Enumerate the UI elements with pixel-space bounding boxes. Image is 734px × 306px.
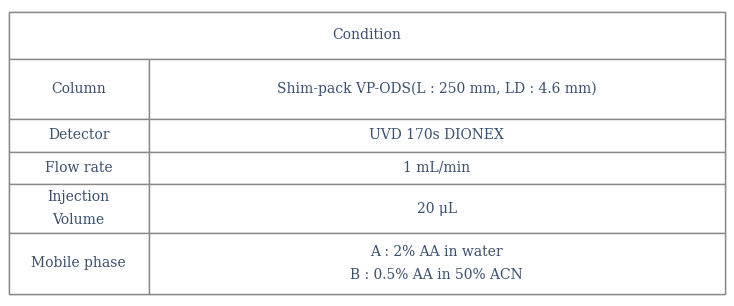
Bar <box>148 233 725 294</box>
Text: 1 mL/min: 1 mL/min <box>403 161 470 175</box>
Bar <box>148 119 725 151</box>
Text: Injection
Volume: Injection Volume <box>48 190 109 227</box>
Bar <box>148 184 725 233</box>
Text: UVD 170s DIONEX: UVD 170s DIONEX <box>369 129 504 142</box>
Bar <box>9 151 148 184</box>
Text: A : 2% AA in water
B : 0.5% AA in 50% ACN: A : 2% AA in water B : 0.5% AA in 50% AC… <box>350 245 523 282</box>
Bar <box>148 151 725 184</box>
Text: Detector: Detector <box>48 129 109 142</box>
Text: Condition: Condition <box>333 28 401 43</box>
Text: Shim-pack VP-ODS(L : 250 mm, LD : 4.6 mm): Shim-pack VP-ODS(L : 250 mm, LD : 4.6 mm… <box>277 82 597 96</box>
Bar <box>9 119 148 151</box>
Text: Column: Column <box>51 82 106 96</box>
Bar <box>9 59 148 119</box>
Text: Flow rate: Flow rate <box>45 161 112 175</box>
Bar <box>148 59 725 119</box>
Text: Mobile phase: Mobile phase <box>32 256 126 271</box>
Bar <box>9 12 725 59</box>
Bar <box>9 184 148 233</box>
Text: 20 μL: 20 μL <box>417 202 457 216</box>
Bar <box>9 233 148 294</box>
